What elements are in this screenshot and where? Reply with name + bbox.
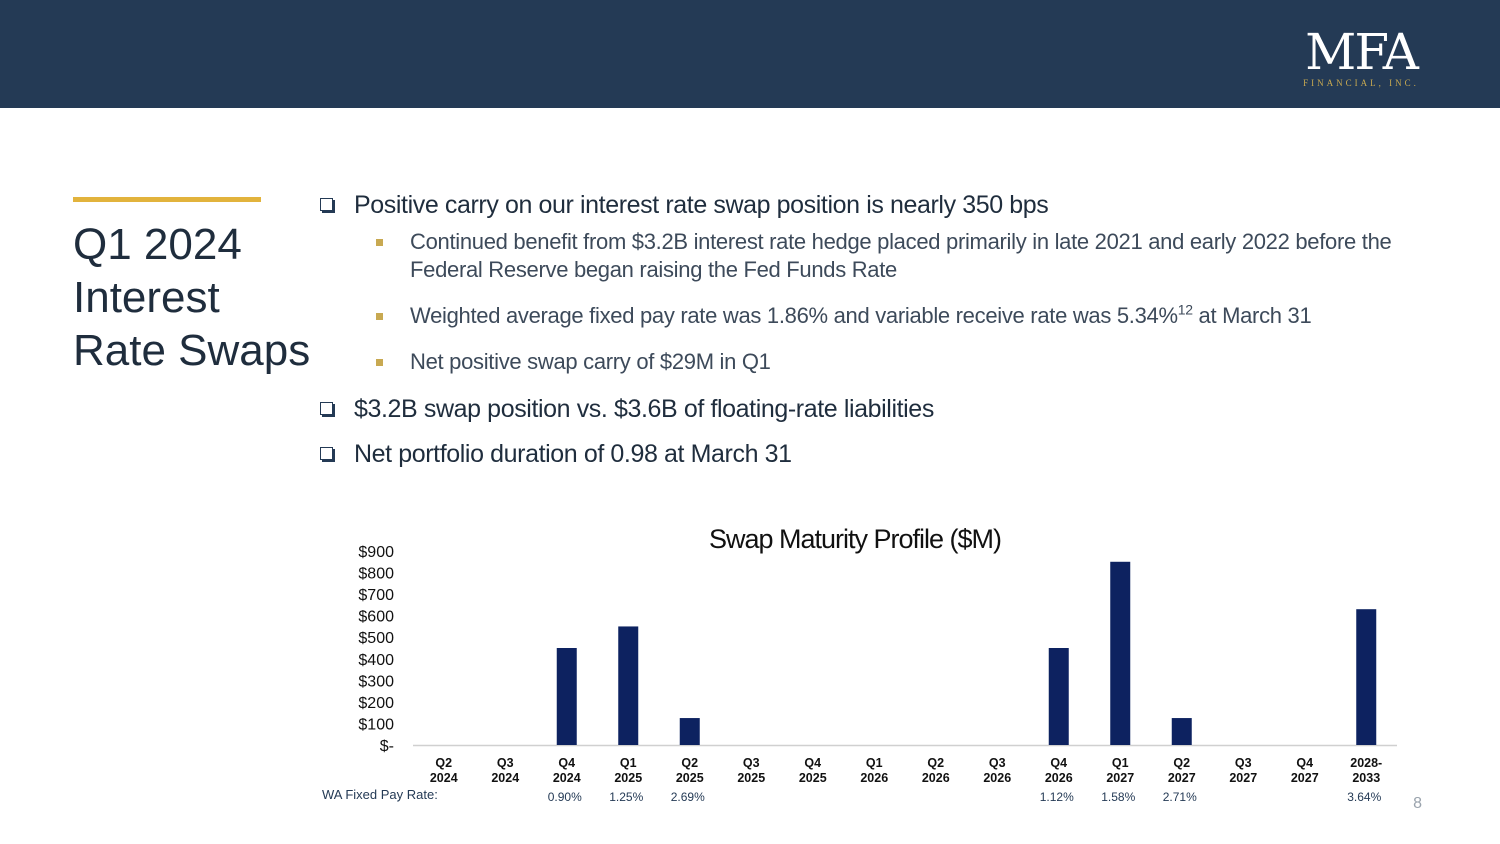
checkbox-bullet-icon <box>320 198 333 211</box>
wa-fixed-pay-rate-value: 2.69% <box>671 790 705 804</box>
bullet-text: Net portfolio duration of 0.98 at March … <box>354 440 792 468</box>
bullet-text: Positive carry on our interest rate swap… <box>354 191 1049 219</box>
x-tick-label: 2026 <box>922 771 950 785</box>
slide-title: Q1 2024 Interest Rate Swaps <box>73 218 313 377</box>
x-tick-label: Q2 <box>681 756 698 770</box>
x-tick-label: 2027 <box>1229 771 1257 785</box>
y-tick-label: $400 <box>358 652 394 669</box>
y-tick-label: $700 <box>358 587 394 604</box>
x-tick-label: Q4 <box>1296 756 1313 770</box>
bar <box>618 626 639 745</box>
subbullet-text-tail: at March 31 <box>1192 303 1312 328</box>
x-tick-label: 2033 <box>1352 771 1380 785</box>
wa-fixed-pay-rate-label: WA Fixed Pay Rate: <box>322 787 438 802</box>
subbullet-text: Weighted average fixed pay rate was 1.86… <box>410 303 1178 328</box>
checkbox-bullet-icon <box>320 402 333 415</box>
bullet-swap-position: $3.2B swap position vs. $3.6B of floatin… <box>318 392 1428 426</box>
y-tick-label: $200 <box>358 695 394 712</box>
wa-fixed-pay-rate-value: 2.71% <box>1163 790 1197 804</box>
slide-title-line-3: Rate Swaps <box>73 326 311 375</box>
slide-title-line-2: Interest <box>73 273 220 322</box>
x-tick-label: Q4 <box>804 756 821 770</box>
x-tick-label: Q3 <box>497 756 514 770</box>
subbullet-text: Continued benefit from $3.2B interest ra… <box>410 229 1392 282</box>
bar <box>1048 648 1069 745</box>
x-tick-label: 2027 <box>1106 771 1134 785</box>
x-tick-label: 2026 <box>860 771 888 785</box>
wa-fixed-pay-rate-value: 0.90% <box>548 790 582 804</box>
x-tick-label: Q4 <box>1050 756 1067 770</box>
slide-title-line-1: Q1 2024 <box>73 220 242 269</box>
wa-fixed-pay-rate-value: 1.58% <box>1101 790 1135 804</box>
wa-fixed-pay-rate-value: 1.25% <box>609 790 643 804</box>
x-tick-label: 2024 <box>491 771 519 785</box>
x-tick-label: Q2 <box>435 756 452 770</box>
title-accent-bar <box>73 197 261 202</box>
x-tick-label: Q4 <box>558 756 575 770</box>
y-tick-label: $100 <box>358 716 394 733</box>
x-tick-label: 2025 <box>799 771 827 785</box>
logo-subtitle: FINANCIAL, INC. <box>1303 78 1419 88</box>
y-tick-label: $300 <box>358 673 394 690</box>
checkbox-bullet-icon <box>320 447 333 460</box>
bar <box>679 718 700 745</box>
x-tick-label: 2024 <box>553 771 581 785</box>
bullet-text: $3.2B swap position vs. $3.6B of floatin… <box>354 395 934 423</box>
x-tick-label: Q3 <box>743 756 760 770</box>
x-tick-label: 2025 <box>737 771 765 785</box>
y-tick-label: $600 <box>358 609 394 626</box>
subbullet-hedge-benefit: Continued benefit from $3.2B interest ra… <box>318 228 1428 284</box>
bar <box>1356 609 1377 745</box>
bar <box>556 648 577 745</box>
wa-fixed-pay-rate-value: 3.64% <box>1347 790 1381 804</box>
x-tick-label: Q1 <box>620 756 637 770</box>
square-bullet-icon <box>376 313 383 320</box>
subbullet-text: Net positive swap carry of $29M in Q1 <box>410 349 771 374</box>
x-tick-label: Q2 <box>1173 756 1190 770</box>
y-tick-label: $- <box>380 738 394 755</box>
footnote-marker: 12 <box>1177 301 1193 318</box>
x-tick-label: Q1 <box>1112 756 1129 770</box>
bullet-positive-carry: Positive carry on our interest rate swap… <box>318 188 1428 222</box>
bar <box>1110 561 1131 745</box>
x-tick-label: Q3 <box>1235 756 1252 770</box>
x-tick-label: 2025 <box>676 771 704 785</box>
x-tick-label: 2026 <box>983 771 1011 785</box>
logo-wordmark: MFA <box>1305 23 1419 81</box>
x-tick-label: Q1 <box>866 756 883 770</box>
x-tick-label: 2025 <box>614 771 642 785</box>
y-tick-label: $800 <box>358 566 394 583</box>
x-tick-label: 2027 <box>1291 771 1319 785</box>
x-tick-label: Q2 <box>927 756 944 770</box>
x-tick-label: 2024 <box>430 771 458 785</box>
header-bar: MFA FINANCIAL, INC. <box>0 0 1500 108</box>
x-tick-label: Q3 <box>989 756 1006 770</box>
x-tick-label: 2028- <box>1350 756 1382 770</box>
square-bullet-icon <box>376 359 383 366</box>
subbullet-weighted-rates: Weighted average fixed pay rate was 1.86… <box>318 302 1428 330</box>
y-tick-label: $900 <box>358 544 394 561</box>
chart-title: Swap Maturity Profile ($M) <box>708 524 1002 554</box>
y-tick-label: $500 <box>358 630 394 647</box>
square-bullet-icon <box>376 239 383 246</box>
subbullet-swap-carry: Net positive swap carry of $29M in Q1 <box>318 348 1428 376</box>
bar <box>1171 718 1192 745</box>
page-number: 8 <box>1413 795 1422 812</box>
bullet-list: Positive carry on our interest rate swap… <box>318 188 1428 477</box>
bullet-portfolio-duration: Net portfolio duration of 0.98 at March … <box>318 437 1428 471</box>
x-tick-label: 2026 <box>1045 771 1073 785</box>
x-tick-label: 2027 <box>1168 771 1196 785</box>
mfa-logo: MFA FINANCIAL, INC. <box>1296 26 1426 89</box>
wa-fixed-pay-rate-value: 1.12% <box>1040 790 1074 804</box>
